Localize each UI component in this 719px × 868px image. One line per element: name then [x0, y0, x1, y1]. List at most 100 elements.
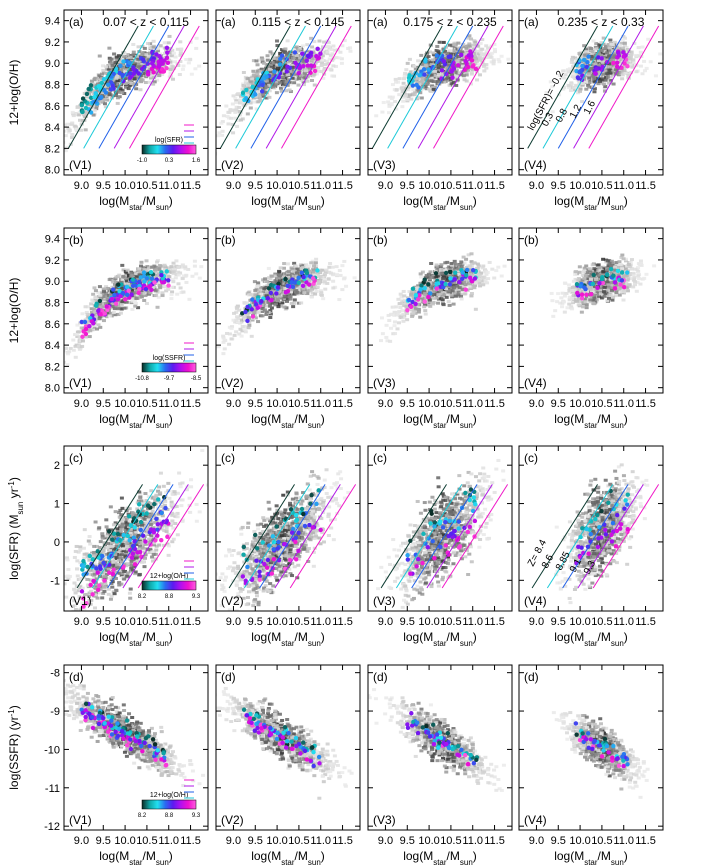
density-cell: [309, 60, 314, 64]
data-point: [88, 83, 94, 88]
density-cell: [582, 53, 587, 57]
density-cell: [319, 63, 324, 67]
density-cell: [255, 72, 260, 76]
density-cell: [435, 44, 440, 48]
density-cell: [296, 83, 301, 87]
density-cell: [65, 145, 70, 149]
density-cell: [241, 82, 246, 86]
density-cell: [611, 82, 616, 86]
density-cell: [180, 67, 185, 71]
density-cell: [278, 52, 283, 56]
density-cell: [136, 76, 141, 80]
density-cell: [220, 133, 225, 137]
density-cell: [89, 302, 94, 306]
density-cell: [563, 73, 568, 77]
density-cell: [241, 84, 246, 88]
fit-line: [98, 25, 170, 149]
panel-tag: (a): [221, 15, 236, 29]
density-cell: [119, 280, 124, 284]
density-cell: [271, 73, 276, 77]
density-cell: [104, 285, 109, 289]
density-cell: [480, 47, 485, 51]
density-cell: [431, 80, 436, 84]
data-point: [599, 56, 604, 61]
density-cell: [64, 129, 67, 133]
density-cell: [174, 264, 179, 268]
density-cell: [620, 46, 625, 50]
data-point: [585, 59, 590, 65]
fit-line: [281, 25, 352, 149]
density-cell: [264, 79, 269, 83]
density-cell: [103, 105, 108, 109]
density-cell: [149, 74, 154, 78]
density-cell: [606, 81, 611, 85]
density-cell: [622, 69, 627, 73]
density-cell: [480, 38, 485, 42]
density-cell: [281, 78, 286, 82]
density-cell: [122, 55, 127, 59]
density-cell: [129, 69, 134, 73]
data-point: [272, 69, 277, 74]
density-cell: [480, 53, 485, 57]
density-cell: [176, 265, 181, 269]
density-cell: [602, 74, 607, 78]
density-cell: [477, 73, 482, 77]
density-cell: [136, 62, 141, 66]
density-cell: [462, 53, 467, 57]
redshift-range: 0.07 < z < 0.115: [103, 15, 189, 29]
density-cell: [95, 327, 100, 331]
density-cell: [259, 67, 264, 71]
fit-line: [387, 25, 458, 149]
density-cell: [562, 76, 567, 80]
data-point: [439, 68, 445, 73]
density-cell: [107, 93, 112, 97]
density-cell: [497, 60, 502, 64]
density-cell: [615, 47, 620, 51]
density-cell: [113, 280, 118, 284]
density-cell: [291, 70, 296, 74]
density-cell: [144, 259, 149, 263]
density-cell: [66, 352, 71, 356]
density-cell: [488, 55, 493, 59]
density-cell: [194, 46, 199, 50]
density-cell: [597, 50, 602, 54]
density-cell: [604, 71, 609, 75]
density-cell: [457, 46, 462, 50]
density-cell: [91, 327, 96, 331]
density-cell: [170, 290, 175, 294]
density-cell: [578, 89, 583, 93]
density-cell: [477, 58, 482, 62]
fit-line: [402, 25, 474, 149]
density-cell: [474, 52, 479, 56]
density-cell: [73, 333, 78, 337]
density-cell: [104, 291, 109, 295]
density-cell: [148, 278, 153, 282]
data-point: [407, 73, 412, 78]
data-point: [250, 84, 255, 90]
fit-line: [527, 25, 598, 149]
density-cell: [109, 311, 114, 315]
density-cell: [458, 50, 463, 54]
density-cell: [618, 57, 623, 61]
x-tick-label: 9.0: [378, 180, 393, 192]
y-axis-label: 12+log(O/H): [7, 60, 21, 126]
density-cell: [257, 94, 262, 98]
density-cell: [257, 96, 262, 100]
density-cell: [404, 68, 409, 72]
density-cell: [137, 65, 142, 69]
data-point: [469, 58, 475, 63]
density-cell: [492, 50, 497, 54]
density-cell: [454, 74, 459, 78]
x-tick-label: 9.0: [74, 180, 89, 192]
data-point: [596, 55, 601, 60]
density-cell: [405, 61, 410, 65]
data-point: [127, 75, 133, 81]
density-cell: [323, 63, 328, 67]
density-cell: [160, 64, 165, 68]
density-cell: [282, 85, 287, 89]
density-cell: [469, 37, 474, 41]
density-cell: [73, 355, 78, 359]
density-cell: [130, 297, 135, 301]
density-cell: [586, 72, 591, 76]
density-cell: [274, 82, 279, 86]
